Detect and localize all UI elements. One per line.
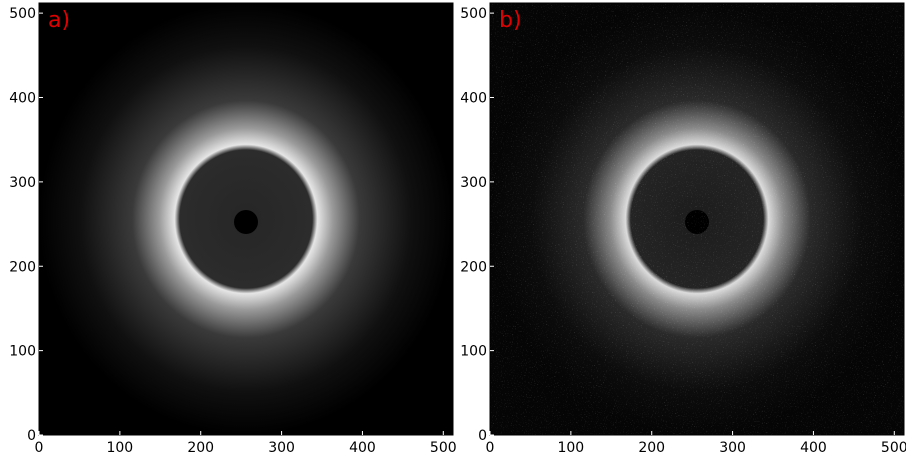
y-tick-label: 500 bbox=[460, 6, 487, 22]
x-tick-label: 200 bbox=[638, 440, 665, 456]
x-tick-label: 400 bbox=[349, 440, 376, 456]
x-tick-label: 500 bbox=[881, 440, 906, 456]
plot-frame bbox=[489, 2, 905, 436]
y-tick-label: 500 bbox=[9, 6, 36, 22]
y-tick-label: 200 bbox=[9, 259, 36, 275]
x-tick-label: 400 bbox=[800, 440, 827, 456]
y-tick-label: 0 bbox=[27, 428, 36, 444]
y-tick-label: 300 bbox=[9, 175, 36, 191]
x-tick-label: 100 bbox=[106, 440, 133, 456]
x-tick-label: 500 bbox=[430, 440, 457, 456]
x-tick-label: 0 bbox=[35, 440, 44, 456]
y-tick-label: 0 bbox=[478, 428, 487, 444]
x-tick-label: 0 bbox=[486, 440, 495, 456]
y-tick-label: 100 bbox=[9, 344, 36, 360]
y-tick-label: 200 bbox=[460, 259, 487, 275]
speckle-noise bbox=[490, 3, 904, 435]
y-tick-label: 400 bbox=[9, 91, 36, 107]
x-tick-label: 300 bbox=[719, 440, 746, 456]
panel-label: a) bbox=[48, 8, 70, 33]
x-tick-label: 100 bbox=[557, 440, 584, 456]
y-tick-label: 300 bbox=[460, 175, 487, 191]
x-tick-label: 200 bbox=[187, 440, 214, 456]
plot-frame bbox=[38, 2, 454, 436]
y-tick-label: 400 bbox=[460, 91, 487, 107]
beam-stop bbox=[234, 210, 258, 234]
panel-label: b) bbox=[499, 8, 522, 33]
y-tick-label: 100 bbox=[460, 344, 487, 360]
x-tick-label: 300 bbox=[268, 440, 295, 456]
